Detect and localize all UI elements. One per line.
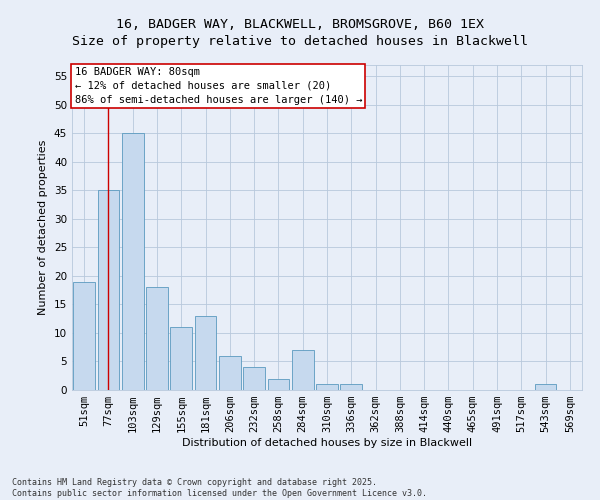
Bar bbox=[243, 367, 265, 390]
Bar bbox=[73, 282, 95, 390]
Bar bbox=[146, 288, 168, 390]
Bar bbox=[170, 328, 192, 390]
Bar bbox=[97, 190, 119, 390]
Text: Contains HM Land Registry data © Crown copyright and database right 2025.
Contai: Contains HM Land Registry data © Crown c… bbox=[12, 478, 427, 498]
Text: 16, BADGER WAY, BLACKWELL, BROMSGROVE, B60 1EX: 16, BADGER WAY, BLACKWELL, BROMSGROVE, B… bbox=[116, 18, 484, 30]
Text: Size of property relative to detached houses in Blackwell: Size of property relative to detached ho… bbox=[72, 35, 528, 48]
Y-axis label: Number of detached properties: Number of detached properties bbox=[38, 140, 49, 315]
Text: 16 BADGER WAY: 80sqm
← 12% of detached houses are smaller (20)
86% of semi-detac: 16 BADGER WAY: 80sqm ← 12% of detached h… bbox=[74, 66, 362, 104]
Bar bbox=[340, 384, 362, 390]
Bar bbox=[292, 350, 314, 390]
Bar bbox=[122, 134, 143, 390]
X-axis label: Distribution of detached houses by size in Blackwell: Distribution of detached houses by size … bbox=[182, 438, 472, 448]
Bar bbox=[219, 356, 241, 390]
Bar bbox=[316, 384, 338, 390]
Bar bbox=[268, 378, 289, 390]
Bar bbox=[194, 316, 217, 390]
Bar bbox=[535, 384, 556, 390]
